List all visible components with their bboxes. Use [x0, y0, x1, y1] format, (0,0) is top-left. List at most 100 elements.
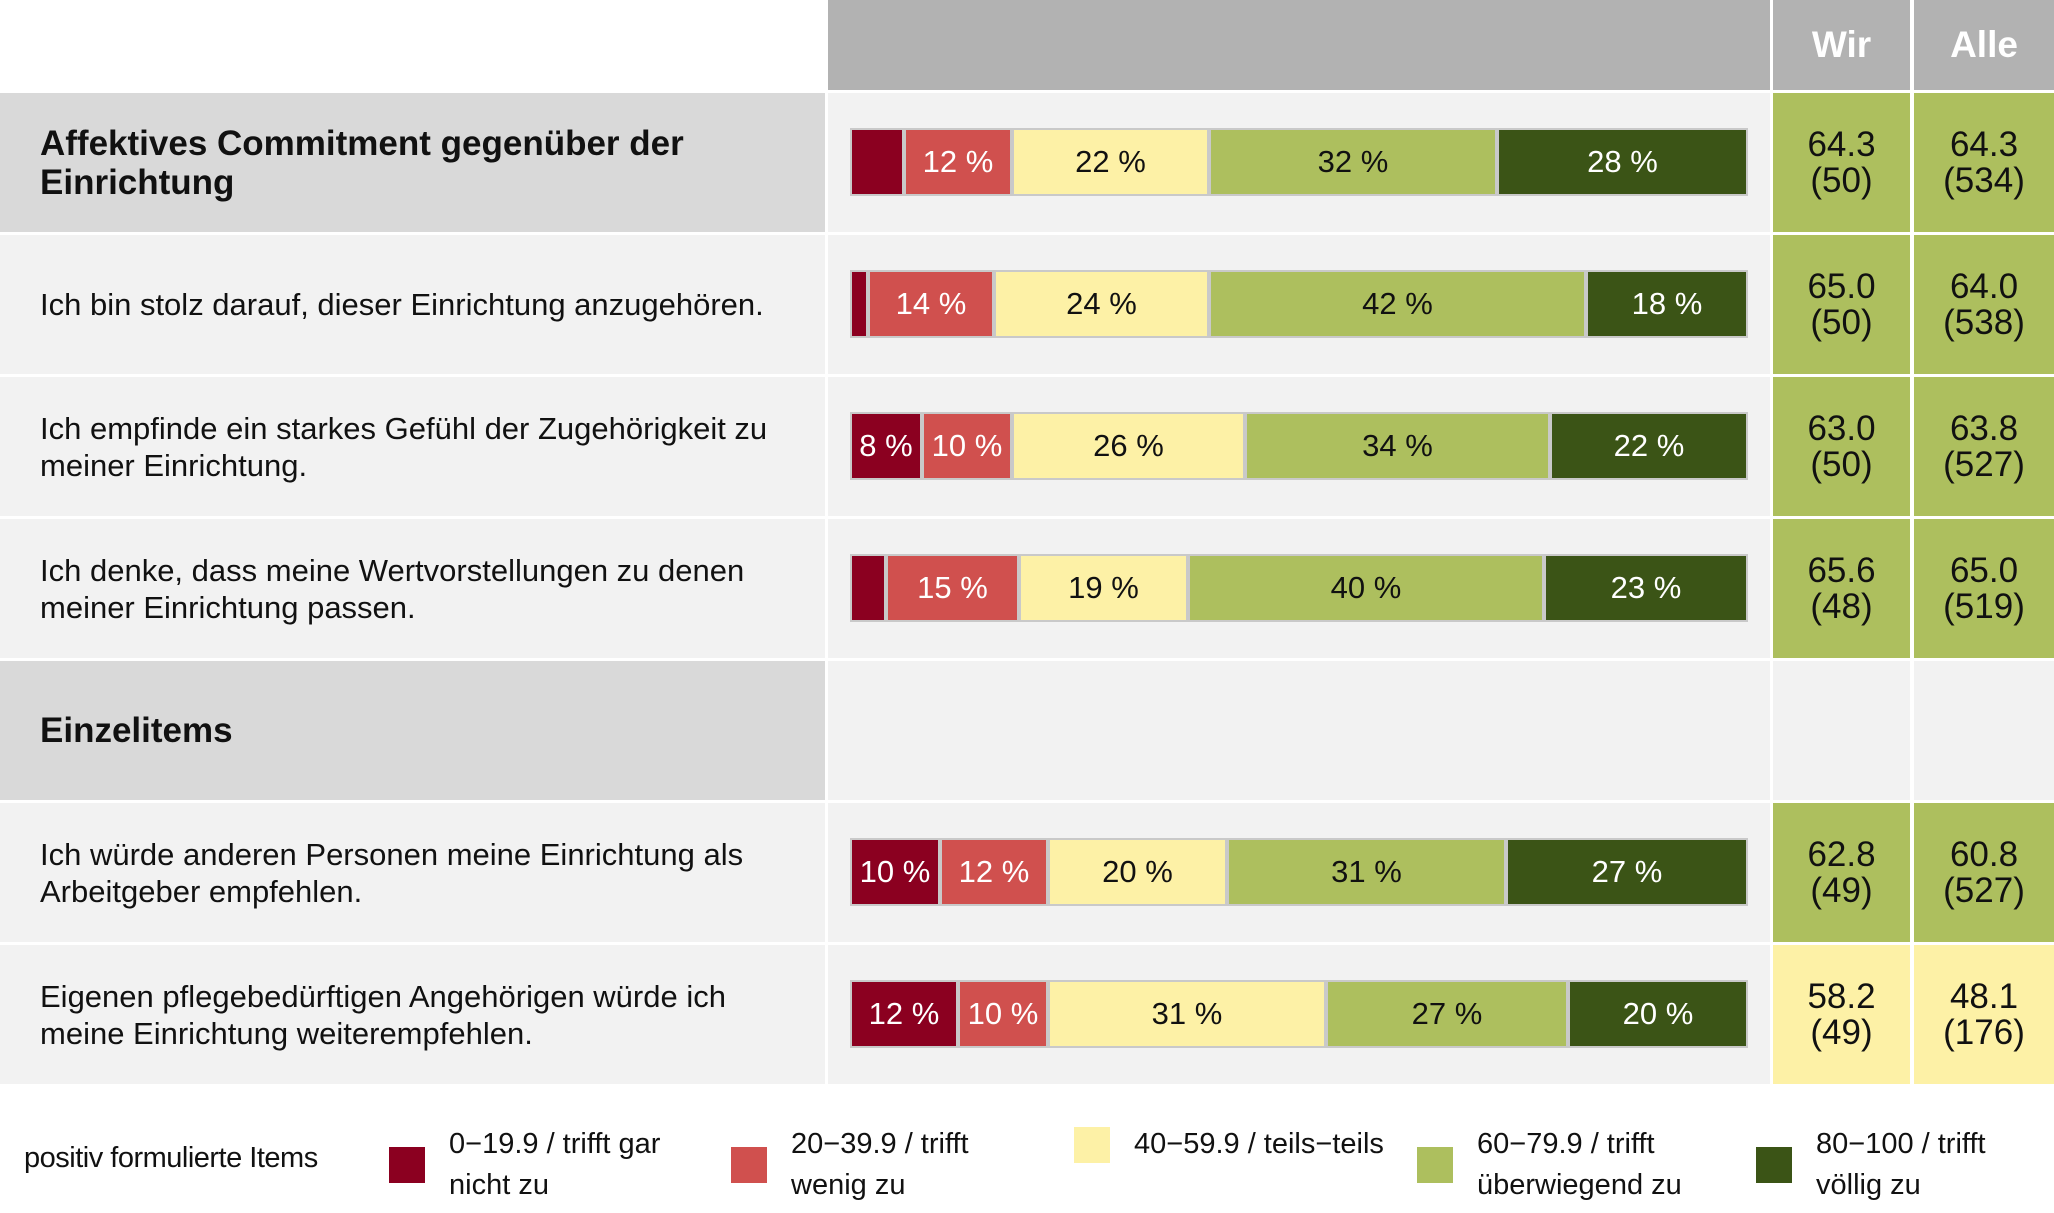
section-label: Einzelitems [0, 661, 825, 800]
alle-mean: 65.0 [1949, 550, 2019, 590]
value-cell-wir: 62.8 (49) [1773, 803, 1910, 942]
bar-segment: 23 % [1544, 554, 1748, 622]
bar-segment: 10 % [850, 838, 940, 906]
bar-segment: 19 % [1019, 554, 1188, 622]
bar-segment: 24 % [994, 270, 1209, 338]
bar-segment [850, 270, 868, 338]
bar-segment: 10 % [922, 412, 1012, 480]
legend-label: 20−39.9 / trifft wenig zu [791, 1128, 969, 1201]
bar-segment [850, 128, 904, 196]
wir-mean: 63.0 [1807, 408, 1876, 448]
bar-segment: 12 % [850, 980, 958, 1048]
stacked-bar: 12 % 22 % 32 % 28 % [850, 128, 1748, 196]
stacked-bar: 12 % 10 % 31 % 27 % 20 % [850, 980, 1748, 1048]
value-cell-alle: 48.1 (176) [1914, 945, 2054, 1084]
legend-swatch-icon [1074, 1126, 1110, 1163]
column-header-alle: Alle [1914, 0, 2054, 90]
legend: positiv formulierte Items 0−19.9 / triff… [0, 1082, 2054, 1213]
wir-mean: 65.0 [1807, 266, 1876, 306]
legend-label: 40−59.9 / teils−teils [1134, 1128, 1384, 1160]
legend-swatch-icon [731, 1147, 767, 1183]
bar-segment: 10 % [958, 980, 1048, 1048]
bar-segment: 20 % [1048, 838, 1227, 906]
bar-segment: 42 % [1209, 270, 1586, 338]
value-cell-alle: 64.0 (538) [1914, 235, 2054, 374]
bar-segment: 15 % [886, 554, 1019, 622]
chart-header-bar [828, 0, 1770, 90]
item-label: Eigenen pflegebedürftigen Angehörigen wü… [0, 945, 825, 1084]
legend-item: 80−100 / trifft völlig zu [1756, 1124, 1986, 1206]
stacked-bar: 10 % 12 % 20 % 31 % 27 % [850, 838, 1748, 906]
item-label: Ich würde anderen Personen meine Einrich… [0, 803, 825, 942]
alle-count: (538) [1943, 302, 2025, 342]
bar-segment: 32 % [1209, 128, 1497, 196]
legend-swatch-icon [389, 1147, 425, 1183]
wir-mean: 65.6 [1807, 550, 1876, 590]
legend-item: 60−79.9 / trifft überwiegend zu [1417, 1124, 1682, 1206]
bar-segment: 8 % [850, 412, 922, 480]
value-cell-alle: 64.3 (534) [1914, 93, 2054, 232]
legend-item: 20−39.9 / trifft wenig zu [731, 1124, 969, 1206]
value-cell-wir: 65.6 (48) [1773, 519, 1910, 658]
stacked-bar: 14 % 24 % 42 % 18 % [850, 270, 1748, 338]
wir-mean: 64.3 [1807, 124, 1876, 164]
value-cell-wir: 65.0 (50) [1773, 235, 1910, 374]
wir-count: (50) [1810, 302, 1873, 342]
alle-mean: 60.8 [1949, 834, 2019, 874]
bar-segment: 31 % [1048, 980, 1326, 1048]
alle-mean: 64.0 [1949, 266, 2019, 306]
wir-mean: 62.8 [1807, 834, 1876, 874]
section-label: Affektives Commitment gegenüber der Einr… [0, 93, 825, 232]
alle-count: (527) [1943, 444, 2025, 484]
legend-label: 0−19.9 / trifft gar nicht zu [449, 1128, 661, 1201]
value-cell-alle: 63.8 (527) [1914, 377, 2054, 516]
bar-segment: 18 % [1586, 270, 1748, 338]
legend-swatch-icon [1417, 1147, 1453, 1183]
wir-count: (49) [1810, 870, 1873, 910]
bar-segment: 20 % [1568, 980, 1748, 1048]
wir-count: (48) [1810, 586, 1873, 626]
value-cell-wir-empty [1773, 661, 1910, 800]
bar-segment: 22 % [1550, 412, 1748, 480]
value-cell-alle-empty [1914, 661, 2054, 800]
value-cell-alle: 65.0 (519) [1914, 519, 2054, 658]
stacked-bar: 8 % 10 % 26 % 34 % 22 % [850, 412, 1748, 480]
legend-label: 80−100 / trifft völlig zu [1816, 1128, 1986, 1201]
alle-mean: 64.3 [1949, 124, 2019, 164]
bar-segment: 27 % [1326, 980, 1568, 1048]
legend-item: 40−59.9 / teils−teils [1074, 1124, 1384, 1165]
column-header-wir: Wir [1773, 0, 1910, 90]
wir-mean: 58.2 [1807, 976, 1876, 1016]
bar-segment: 26 % [1012, 412, 1245, 480]
bar-segment: 31 % [1227, 838, 1506, 906]
bar-segment: 12 % [904, 128, 1012, 196]
value-cell-wir: 58.2 (49) [1773, 945, 1910, 1084]
legend-label: 60−79.9 / trifft überwiegend zu [1477, 1128, 1682, 1201]
alle-count: (519) [1943, 586, 2025, 626]
legend-title: positiv formulierte Items [24, 1142, 318, 1174]
bar-segment: 27 % [1506, 838, 1748, 906]
bar-cell [828, 661, 1770, 800]
bar-segment: 34 % [1245, 412, 1550, 480]
item-label: Ich denke, dass meine Wertvorstellungen … [0, 519, 825, 658]
bar-segment: 22 % [1012, 128, 1209, 196]
bar-segment: 40 % [1188, 554, 1544, 622]
legend-item: 0−19.9 / trifft gar nicht zu [389, 1124, 660, 1206]
wir-count: (49) [1810, 1012, 1873, 1052]
value-cell-wir: 63.0 (50) [1773, 377, 1910, 516]
bar-segment: 14 % [868, 270, 994, 338]
stacked-bar: 15 % 19 % 40 % 23 % [850, 554, 1748, 622]
bar-segment [850, 554, 886, 622]
bar-segment: 28 % [1497, 128, 1748, 196]
wir-count: (50) [1810, 160, 1873, 200]
bar-segment: 12 % [940, 838, 1048, 906]
value-cell-wir: 64.3 (50) [1773, 93, 1910, 232]
alle-mean: 48.1 [1949, 976, 2019, 1016]
item-label: Ich bin stolz darauf, dieser Einrichtung… [0, 235, 825, 374]
alle-count: (534) [1943, 160, 2025, 200]
alle-count: (527) [1943, 870, 2025, 910]
alle-count: (176) [1943, 1012, 2025, 1052]
alle-mean: 63.8 [1949, 408, 2019, 448]
value-cell-alle: 60.8 (527) [1914, 803, 2054, 942]
